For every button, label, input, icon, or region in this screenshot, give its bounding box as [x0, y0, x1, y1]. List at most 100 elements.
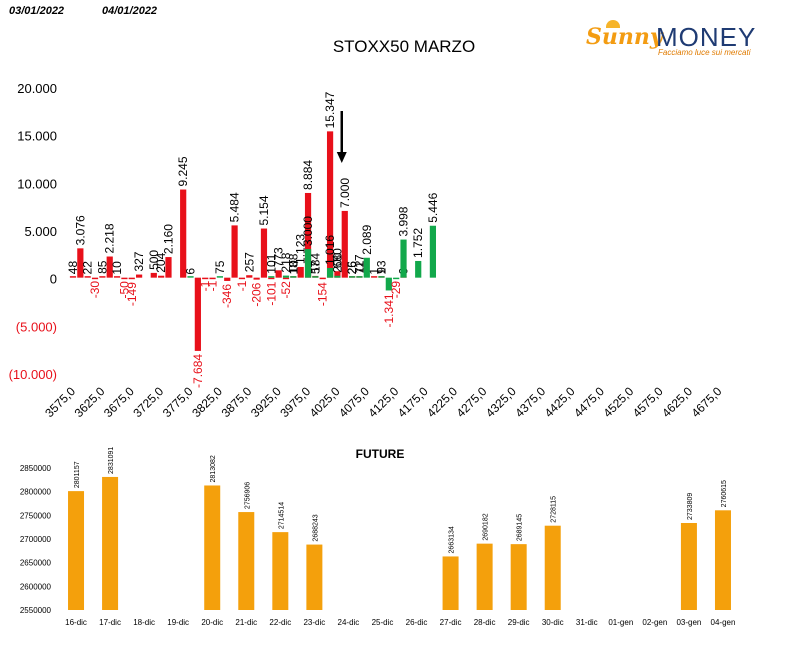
x-tick-label: 3875,0 [219, 384, 255, 420]
bar [238, 512, 255, 610]
data-label: -1 [235, 280, 249, 291]
data-label: 72 [352, 260, 366, 274]
bar [378, 276, 385, 278]
bar [326, 267, 334, 278]
bar [429, 225, 437, 278]
data-label: 15.347 [323, 91, 337, 128]
x-tick-label: 02-gen [642, 618, 667, 627]
y-tick-label: 2700000 [20, 535, 52, 544]
data-label: 18 [286, 261, 300, 275]
data-label: 108 [286, 253, 300, 273]
bar [304, 249, 312, 278]
data-label: 773 [272, 247, 286, 267]
data-label: 48 [66, 261, 80, 275]
date-right: 04/01/2022 [102, 5, 158, 17]
y-tick-label: 2750000 [20, 511, 52, 520]
x-tick-label: 4075,0 [336, 384, 372, 420]
bar [204, 485, 221, 610]
bar [282, 277, 290, 280]
bar [312, 276, 319, 278]
y-tick-label: 10.000 [17, 176, 57, 191]
bar [91, 277, 99, 280]
x-tick-label: 4225,0 [424, 384, 460, 420]
bar [231, 225, 238, 278]
data-label: 2733809 [687, 493, 694, 520]
data-label: 5.446 [426, 192, 440, 222]
data-label: 7.000 [338, 178, 352, 208]
data-label: 1 [367, 268, 381, 275]
x-tick-label: 4175,0 [395, 384, 431, 420]
x-tick-label: 23-dic [303, 618, 325, 627]
bar [113, 276, 121, 278]
bar [334, 271, 341, 278]
data-label: 2760615 [721, 480, 728, 507]
bar [187, 276, 194, 278]
bar [363, 257, 370, 278]
data-label: 6 [184, 268, 198, 275]
x-tick-label: 3625,0 [72, 384, 108, 420]
data-label: 101 [264, 253, 278, 273]
data-label: 1.123 [294, 234, 308, 264]
bar [224, 277, 231, 281]
bar [238, 277, 246, 280]
data-label: 5.154 [257, 195, 271, 225]
data-label: 75 [213, 260, 227, 274]
bar [371, 276, 378, 278]
data-label: 25 [345, 261, 359, 275]
bar [102, 476, 119, 610]
data-label: -149 [125, 282, 139, 306]
y-tick-label: 2800000 [20, 488, 52, 497]
x-tick-label: 24-dic [338, 618, 360, 627]
x-tick-label: 4375,0 [512, 384, 548, 420]
bar [680, 522, 697, 610]
data-label: 680 [330, 248, 344, 268]
bar [260, 228, 268, 278]
bar [136, 274, 143, 278]
bar [297, 266, 304, 278]
bar [290, 276, 297, 278]
data-label: 2688243 [312, 514, 319, 541]
data-label: -29 [389, 281, 403, 299]
bar [194, 277, 201, 351]
data-label: -1.341 [382, 293, 396, 327]
sun-icon [606, 20, 620, 28]
x-tick-label: 4025,0 [307, 384, 343, 420]
bar [272, 532, 289, 610]
x-tick-label: 29-dic [508, 618, 530, 627]
bar [77, 248, 84, 278]
bar [476, 543, 493, 610]
x-tick-label: 4425,0 [542, 384, 578, 420]
data-label: 2714514 [278, 502, 285, 529]
future-chart: FUTURE 2850000 2800000 2750000 2700000 265000… [20, 447, 736, 627]
y-tick-label: 5.000 [24, 224, 57, 239]
logo-tagline: Facciamo luce sui mercati [658, 48, 751, 57]
bar [268, 277, 275, 280]
data-label: 9.245 [176, 156, 190, 186]
sunny-money-logo: Sunny MONEY Facciamo luce sui mercati [586, 20, 766, 64]
date-left: 03/01/2022 [9, 5, 65, 17]
bar [209, 277, 216, 280]
x-tick-label: 3575,0 [42, 384, 78, 420]
data-label: 2663134 [449, 526, 456, 553]
data-label: -346 [220, 284, 234, 308]
x-tick-label: 03-gen [676, 618, 701, 627]
data-label: 218 [279, 252, 293, 272]
bar [349, 276, 356, 278]
data-label: 5.484 [228, 192, 242, 222]
bar [385, 277, 392, 291]
data-label: 1.016 [323, 235, 337, 265]
data-label: 8.884 [301, 160, 315, 190]
x-tick-label: 21-dic [235, 618, 257, 627]
bar [165, 257, 172, 278]
bar [216, 276, 223, 278]
x-tick-label: 04-gen [711, 618, 736, 627]
x-tick-label: 17-dic [99, 618, 121, 627]
y-tick-label: 2850000 [20, 464, 52, 473]
bar [275, 270, 282, 278]
data-label: 85 [95, 260, 109, 274]
x-tick-label: 4275,0 [454, 384, 490, 420]
data-label: 2801157 [74, 461, 81, 488]
x-tick-label: 4475,0 [571, 384, 607, 420]
bar [304, 192, 312, 278]
data-label: -1 [198, 280, 212, 291]
